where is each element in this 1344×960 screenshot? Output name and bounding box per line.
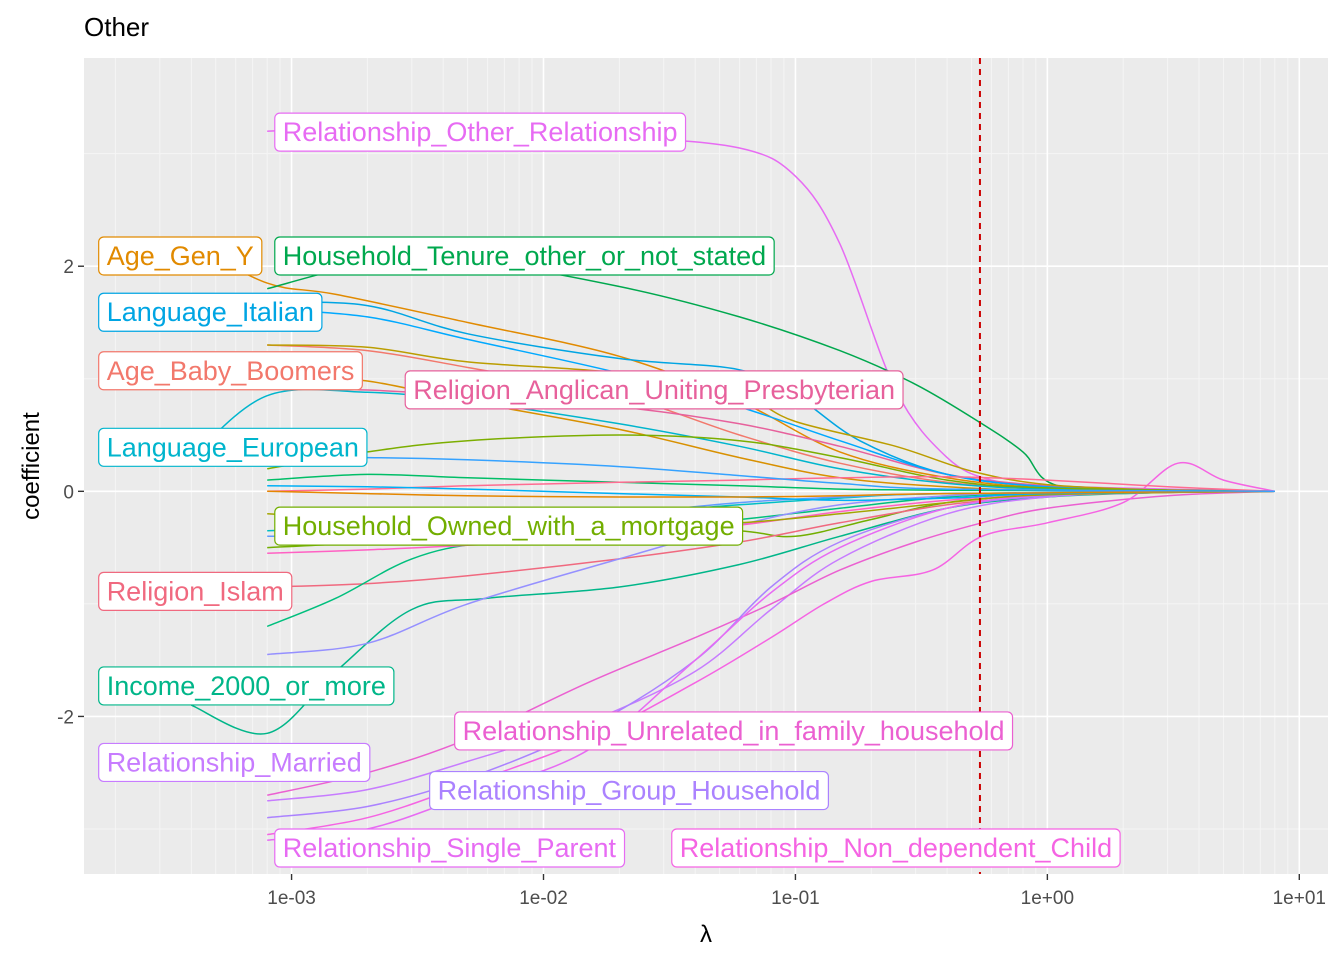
x-tick-label: 1e-02: [519, 888, 568, 909]
series-label: Language_European: [98, 427, 368, 467]
series-label: Age_Baby_Boomers: [98, 351, 363, 391]
series-label-text: Relationship_Non_dependent_Child: [680, 833, 1112, 863]
series-label-box: [98, 427, 368, 467]
series-label-text: Household_Tenure_other_or_not_stated: [283, 241, 766, 271]
series-label-box: [98, 666, 395, 706]
series-label: Relationship_Group_Household: [429, 770, 830, 811]
series-label-text: Relationship_Group_Household: [438, 776, 821, 806]
series-label: Religion_Anglican_Uniting_Presbyterian: [404, 370, 904, 410]
series-label: Relationship_Unrelated_in_family_househo…: [454, 711, 1014, 751]
series-label-text: Language_Italian: [107, 297, 314, 327]
series-label-text: Relationship_Other_Relationship: [283, 117, 678, 147]
series-label: Age_Gen_Y: [98, 236, 263, 276]
series-label-text: Age_Gen_Y: [107, 241, 254, 271]
series-label-box: [429, 770, 830, 811]
series-label-text: Income_2000_or_more: [107, 671, 386, 701]
series-label-text: Relationship_Single_Parent: [283, 833, 617, 863]
series-labels: Relationship_Other_Relationship Age_Gen_Y…: [98, 112, 1121, 868]
y-tick-label: 0: [63, 482, 74, 503]
y-tick-label: 2: [63, 257, 74, 278]
series-label: Religion_Islam: [98, 571, 293, 611]
series-label: Relationship_Married: [98, 742, 371, 783]
series-label-box: [98, 571, 293, 611]
x-axis: 1e-03 1e-02 1e-01 1e+00 1e+01: [267, 874, 1326, 909]
series-label-box: [274, 112, 687, 152]
series-label-text: Relationship_Married: [107, 747, 362, 777]
series-line: [267, 490, 1275, 498]
series-label-text: Age_Baby_Boomers: [107, 356, 355, 386]
series-line: [267, 473, 1275, 493]
series-label-box: [98, 236, 263, 276]
series-label-box: [454, 711, 1014, 751]
series-label: Relationship_Non_dependent_Child: [671, 828, 1121, 868]
series-label-box: [274, 236, 775, 276]
series-label: Relationship_Single_Parent: [274, 828, 626, 868]
series-label: Household_Tenure_other_or_not_stated: [274, 236, 775, 276]
series-label-box: [274, 506, 744, 546]
x-tick-label: 1e+00: [1021, 888, 1074, 909]
series-label-box: [98, 351, 363, 391]
series-label-box: [274, 828, 626, 868]
y-axis-title: coefficient: [18, 412, 45, 520]
x-tick-label: 1e-03: [267, 888, 316, 909]
series-label-text: Religion_Islam: [107, 576, 284, 606]
series-label: Relationship_Other_Relationship: [274, 112, 687, 152]
series-label-box: [404, 370, 904, 410]
x-axis-title: λ: [700, 921, 712, 948]
series-label-text: Religion_Anglican_Uniting_Presbyterian: [413, 375, 895, 405]
series-line: [267, 456, 1275, 493]
series-label: Income_2000_or_more: [98, 666, 395, 706]
y-tick-label: -2: [57, 707, 74, 728]
series-label-text: Relationship_Unrelated_in_family_househo…: [463, 716, 1005, 746]
series-label-text: Language_European: [107, 432, 359, 462]
series-line: [267, 344, 1275, 493]
series-label: Household_Owned_with_a_mortgage: [274, 506, 744, 546]
x-tick-label: 1e+01: [1273, 888, 1326, 909]
x-tick-label: 1e-01: [771, 888, 820, 909]
series-label-box: [98, 292, 323, 332]
series-label: Language_Italian: [98, 292, 323, 332]
series-label-text: Household_Owned_with_a_mortgage: [283, 511, 735, 541]
series-line: [267, 490, 1275, 796]
series-label-box: [98, 742, 371, 783]
y-axis: -2 0 2: [57, 257, 84, 728]
series-label-box: [671, 828, 1121, 868]
series-line: [267, 434, 1275, 493]
chart-title: Other: [84, 12, 149, 42]
